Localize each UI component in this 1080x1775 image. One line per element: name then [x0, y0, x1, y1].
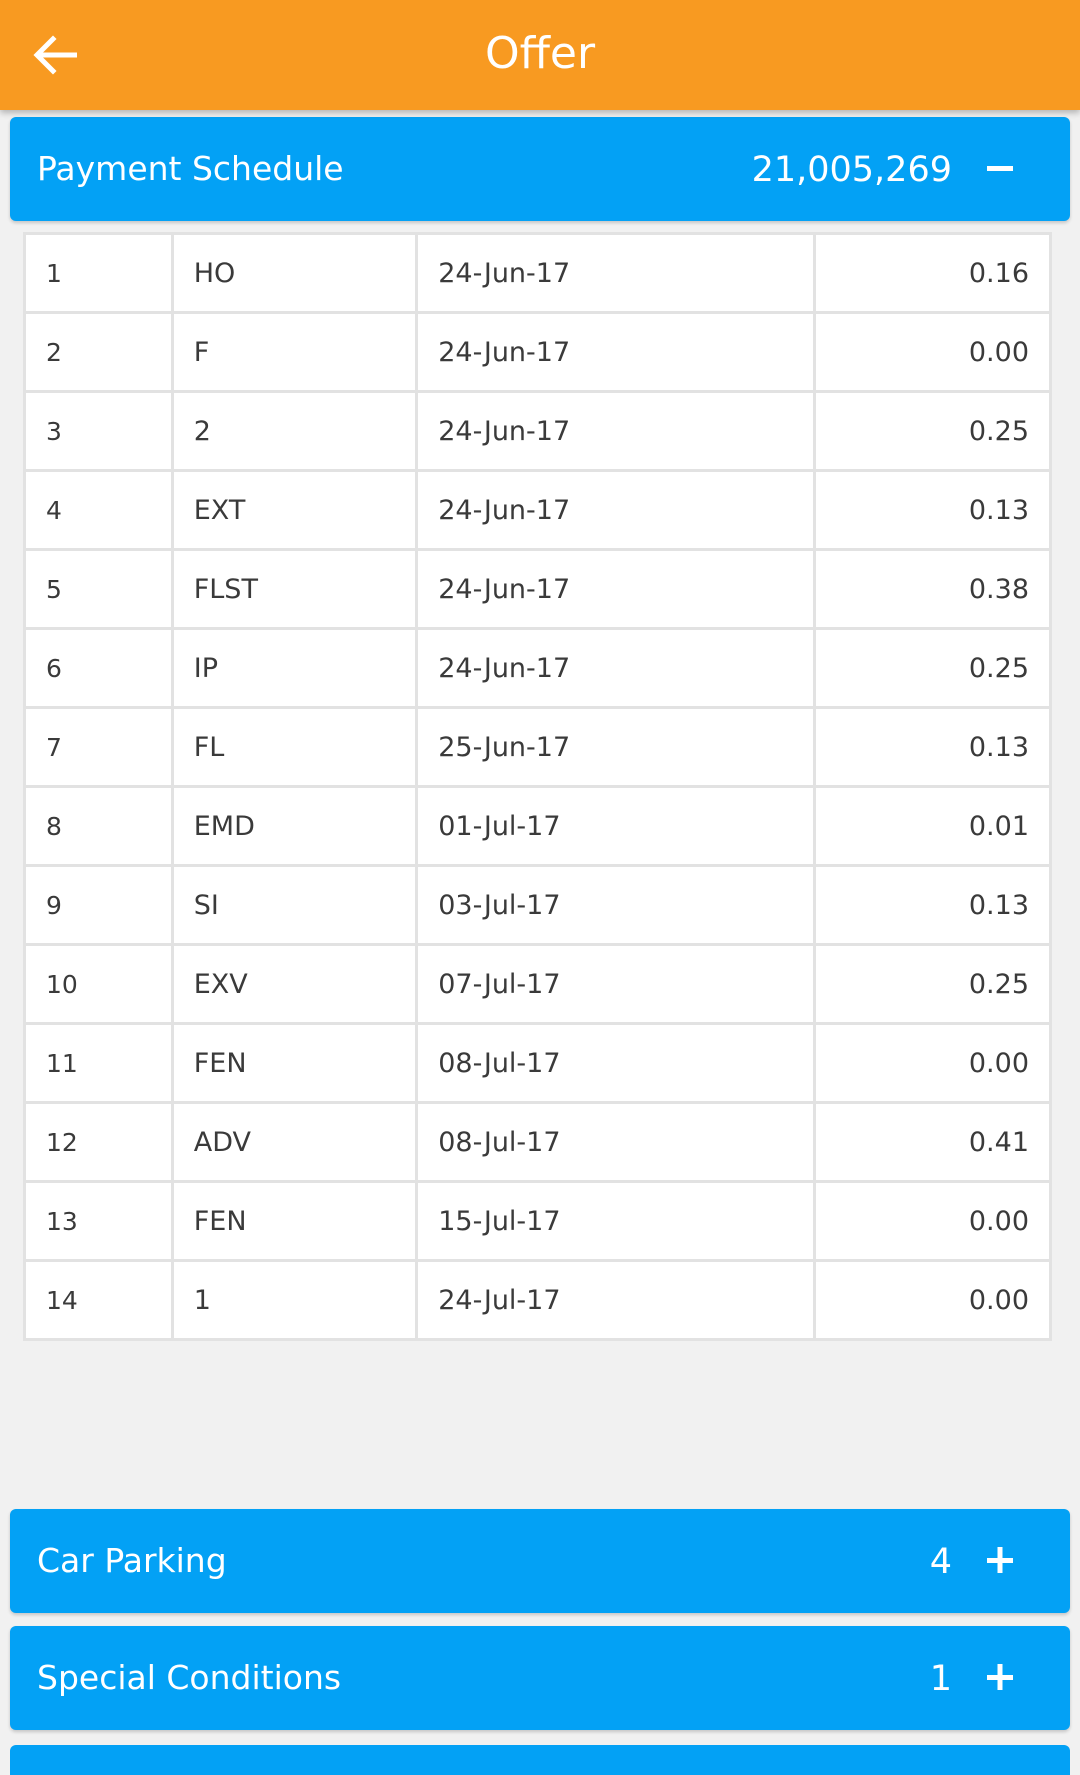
- payment-code: FEN: [170, 1180, 419, 1262]
- row-number: 1: [23, 232, 174, 314]
- payment-date: 24-Jun-17: [415, 232, 816, 314]
- row-number: 14: [23, 1259, 174, 1341]
- table-row: 12 ADV 08-Jul-17 0.41: [23, 1101, 1053, 1183]
- special-conditions-header[interactable]: Special Conditions 1: [10, 1626, 1070, 1730]
- payment-percent: 0.25: [812, 627, 1053, 709]
- payment-code: EXT: [170, 469, 419, 551]
- table-row: 10 EXV 07-Jul-17 0.25: [23, 943, 1053, 1025]
- special-conditions-count: 1: [929, 1659, 952, 1699]
- payment-percent: 0.01: [812, 785, 1053, 867]
- payment-schedule-title: Payment Schedule: [37, 149, 344, 188]
- payment-percent: 0.13: [812, 469, 1053, 551]
- row-number: 8: [23, 785, 174, 867]
- payment-code: EMD: [170, 785, 419, 867]
- payment-percent: 0.00: [812, 311, 1053, 393]
- table-row: 7 FL 25-Jun-17 0.13: [23, 706, 1053, 788]
- table-row: 9 SI 03-Jul-17 0.13: [23, 864, 1053, 946]
- row-number: 13: [23, 1180, 174, 1262]
- payment-date: 08-Jul-17: [415, 1022, 816, 1104]
- row-number: 4: [23, 469, 174, 551]
- minus-icon[interactable]: [980, 148, 1020, 188]
- payment-date: 03-Jul-17: [415, 864, 816, 946]
- payment-date: 24-Jun-17: [415, 311, 816, 393]
- table-row: 4 EXT 24-Jun-17 0.13: [23, 469, 1053, 551]
- row-number: 10: [23, 943, 174, 1025]
- payment-percent: 0.13: [812, 706, 1053, 788]
- payment-date: 07-Jul-17: [415, 943, 816, 1025]
- row-number: 7: [23, 706, 174, 788]
- table-row: 13 FEN 15-Jul-17 0.00: [23, 1180, 1053, 1262]
- row-number: 6: [23, 627, 174, 709]
- table-row: 3 2 24-Jun-17 0.25: [23, 390, 1053, 472]
- payment-schedule-total: 21,005,269: [751, 150, 952, 190]
- row-number: 2: [23, 311, 174, 393]
- car-parking-count: 4: [929, 1542, 952, 1582]
- payment-percent: 0.00: [812, 1180, 1053, 1262]
- payment-date: 08-Jul-17: [415, 1101, 816, 1183]
- row-number: 12: [23, 1101, 174, 1183]
- car-parking-title: Car Parking: [37, 1541, 227, 1580]
- next-section-header[interactable]: [10, 1745, 1070, 1775]
- row-number: 3: [23, 390, 174, 472]
- page-title: Offer: [484, 28, 596, 79]
- payment-date: 24-Jun-17: [415, 390, 816, 472]
- payment-code: F: [170, 311, 419, 393]
- payment-code: ADV: [170, 1101, 419, 1183]
- payment-schedule-header[interactable]: Payment Schedule 21,005,269: [10, 117, 1070, 221]
- payment-code: 1: [170, 1259, 419, 1341]
- payment-percent: 0.16: [812, 232, 1053, 314]
- table-row: 5 FLST 24-Jun-17 0.38: [23, 548, 1053, 630]
- payment-percent: 0.00: [812, 1259, 1053, 1341]
- plus-icon[interactable]: [980, 1540, 1020, 1580]
- special-conditions-title: Special Conditions: [37, 1658, 342, 1697]
- payment-code: FL: [170, 706, 419, 788]
- payment-percent: 0.38: [812, 548, 1053, 630]
- payment-date: 25-Jun-17: [415, 706, 816, 788]
- payment-code: FLST: [170, 548, 419, 630]
- plus-icon[interactable]: [980, 1657, 1020, 1697]
- payment-code: FEN: [170, 1022, 419, 1104]
- table-row: 14 1 24-Jul-17 0.00: [23, 1259, 1053, 1341]
- payment-date: 15-Jul-17: [415, 1180, 816, 1262]
- payment-percent: 0.00: [812, 1022, 1053, 1104]
- car-parking-header[interactable]: Car Parking 4: [10, 1509, 1070, 1613]
- payment-date: 24-Jul-17: [415, 1259, 816, 1341]
- payment-date: 24-Jun-17: [415, 548, 816, 630]
- row-number: 9: [23, 864, 174, 946]
- row-number: 11: [23, 1022, 174, 1104]
- table-row: 6 IP 24-Jun-17 0.25: [23, 627, 1053, 709]
- payment-date: 24-Jun-17: [415, 627, 816, 709]
- table-row: 1 HO 24-Jun-17 0.16: [23, 232, 1053, 314]
- payment-code: SI: [170, 864, 419, 946]
- payment-schedule-table: 1 HO 24-Jun-17 0.16 2 F 24-Jun-17 0.00 3 2 24-Jun-…: [23, 232, 1053, 1341]
- table-row: 2 F 24-Jun-17 0.00: [23, 311, 1053, 393]
- arrow-left-icon: [33, 35, 77, 75]
- payment-date: 01-Jul-17: [415, 785, 816, 867]
- table-row: 11 FEN 08-Jul-17 0.00: [23, 1022, 1053, 1104]
- payment-percent: 0.41: [812, 1101, 1053, 1183]
- payment-percent: 0.25: [812, 943, 1053, 1025]
- payment-code: IP: [170, 627, 419, 709]
- app-bar: Offer: [0, 0, 1080, 110]
- payment-code: 2: [170, 390, 419, 472]
- row-number: 5: [23, 548, 174, 630]
- payment-code: EXV: [170, 943, 419, 1025]
- payment-date: 24-Jun-17: [415, 469, 816, 551]
- payment-percent: 0.25: [812, 390, 1053, 472]
- table-row: 8 EMD 01-Jul-17 0.01: [23, 785, 1053, 867]
- payment-percent: 0.13: [812, 864, 1053, 946]
- payment-code: HO: [170, 232, 419, 314]
- back-button[interactable]: [18, 18, 92, 92]
